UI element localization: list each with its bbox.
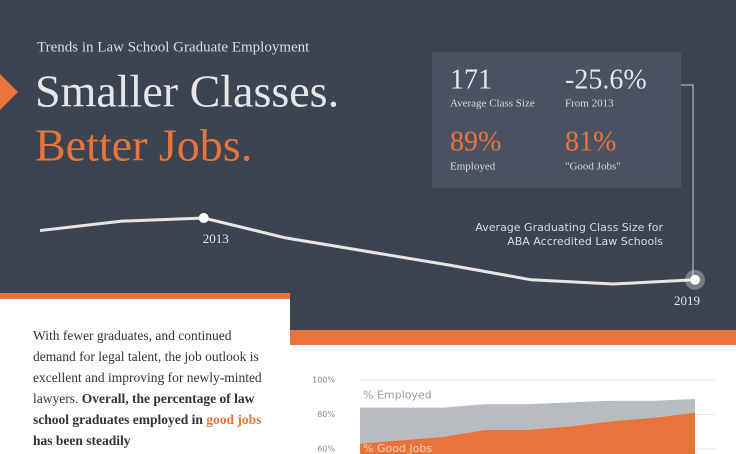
series-label: % Employed <box>363 389 432 402</box>
charts: Average Graduating Class Size for ABA Acc… <box>39 213 715 454</box>
body-highlight: good jobs <box>206 412 262 427</box>
title: Smaller Classes. <box>35 66 339 117</box>
accent-bar <box>0 293 290 299</box>
stat-value: 171 <box>450 64 492 95</box>
stat-label: Average Class Size <box>450 98 535 110</box>
stat-label: Employed <box>450 161 496 173</box>
text-panel <box>0 299 290 454</box>
stat-value: 89% <box>450 126 501 157</box>
y-tick-label: 80% <box>317 410 335 419</box>
title: Better Jobs. <box>35 120 252 171</box>
body-bold: Overall, the percentage of law school gr… <box>33 391 255 427</box>
stat-value: 81% <box>565 126 616 157</box>
accent-bar <box>290 330 736 345</box>
point <box>690 274 700 285</box>
arrow <box>0 74 18 110</box>
x-tick-label: 2019 <box>674 293 700 308</box>
y-tick-label: 100% <box>312 376 335 385</box>
stat-value: -25.6% <box>565 64 647 95</box>
trend-line <box>39 216 696 286</box>
chart-title: Average Graduating Class Size for ABA Acc… <box>475 221 663 248</box>
y-tick-label: 60% <box>317 445 335 454</box>
body-intro: With fewer graduates, and continued dema… <box>33 328 262 406</box>
stats-box <box>432 52 681 188</box>
x-tick-label: 2013 <box>203 231 229 246</box>
area <box>360 412 695 454</box>
stat-label: From 2013 <box>565 98 614 110</box>
series-label: % Good Jobs <box>363 442 432 454</box>
connector <box>681 84 694 280</box>
stat-label: "Good Jobs" <box>565 161 621 173</box>
body-text: With fewer graduates, and continued dema… <box>33 325 268 451</box>
body-bold: has been steadily <box>33 433 131 448</box>
point <box>198 213 209 223</box>
kicker: Trends in Law School Graduate Employment <box>37 39 310 55</box>
